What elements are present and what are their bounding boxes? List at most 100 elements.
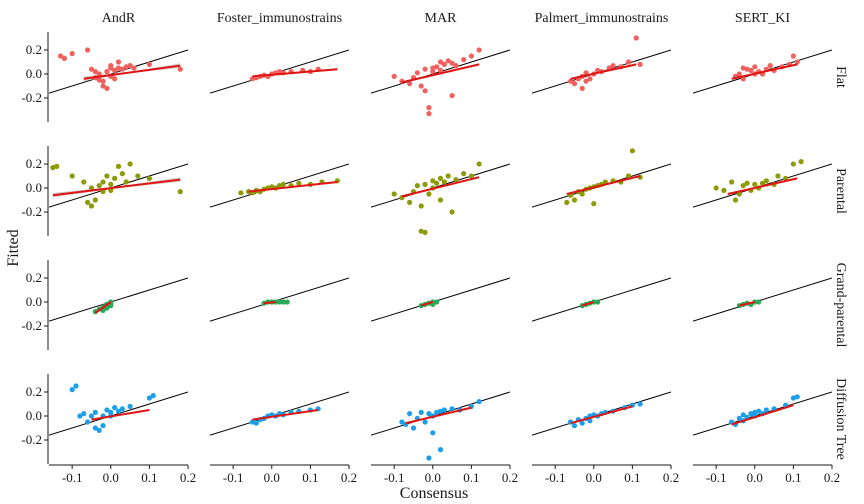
data-point [81, 179, 87, 185]
data-point [587, 76, 593, 82]
column-title-sert-ki: SERT_KI [735, 11, 790, 26]
fit-line [252, 68, 338, 78]
data-point [177, 66, 183, 72]
x-axes: -0.1 0.0 0.1 0.2 -0.1 0.0 0.1 0.2 -0.1 0.0 0.1 0.2 -… [49, 464, 840, 485]
x-tick-label: 0.1 [463, 470, 479, 485]
data-point [85, 419, 91, 425]
data-point [92, 197, 98, 203]
data-point [422, 66, 428, 72]
fit-line [248, 181, 338, 193]
x-tick-label: 0.2 [502, 470, 518, 485]
data-point [146, 175, 152, 181]
data-point [756, 299, 762, 305]
data-point [112, 175, 118, 181]
x-tick-label: 0.2 [341, 470, 357, 485]
data-point [92, 69, 98, 75]
data-point [441, 61, 447, 67]
data-point [571, 81, 578, 87]
data-point [449, 93, 455, 99]
reference-line [693, 277, 832, 322]
data-point [119, 406, 125, 412]
y-tick-label: -0.2 [21, 204, 42, 219]
data-point [88, 413, 95, 419]
data-point [583, 78, 589, 84]
data-point [571, 423, 578, 429]
data-point [177, 189, 183, 195]
data-point [422, 181, 428, 187]
data-point [629, 148, 635, 154]
data-point [625, 59, 632, 65]
data-point [476, 47, 482, 53]
data-point [430, 69, 436, 75]
data-point [280, 299, 286, 305]
data-point [57, 53, 64, 59]
panel-grid [49, 35, 832, 461]
y-tick-label: 0.0 [26, 180, 42, 195]
data-point [276, 299, 283, 305]
data-point [595, 299, 601, 305]
data-point [123, 179, 129, 185]
panel-flat-foster-immunostrains [210, 49, 349, 94]
data-point [112, 67, 118, 73]
data-point [69, 387, 75, 393]
panel-flat-andr [49, 47, 188, 94]
fit-line [731, 63, 798, 80]
data-point [119, 66, 125, 72]
fit-line [94, 301, 112, 314]
data-point [763, 407, 769, 413]
reference-line [371, 277, 510, 322]
x-tick-label: 0.2 [180, 470, 196, 485]
y-tick-label: 0.2 [26, 156, 42, 171]
y-tick-label: -0.2 [21, 318, 42, 333]
panel-flat-palmert-immunostrains [532, 35, 671, 94]
data-point [740, 183, 746, 189]
data-point [253, 420, 259, 426]
x-tick-label: -0.1 [223, 470, 244, 485]
x-tick-label: 0.1 [302, 470, 318, 485]
x-tick-label: 0.1 [624, 470, 640, 485]
data-point [625, 173, 632, 179]
panel-parental-sert-ki [693, 159, 832, 208]
y-tick-label: 0.0 [26, 294, 42, 309]
data-point [441, 179, 447, 185]
data-point [418, 203, 424, 209]
panel-diffusion-tree-foster-immunostrains [210, 391, 349, 436]
column-title-foster-immunostrains: Foster_immunostrains [217, 11, 342, 26]
data-point [407, 81, 413, 87]
data-point [77, 413, 83, 419]
data-point [591, 201, 597, 207]
data-point [583, 70, 589, 76]
data-point [445, 173, 451, 179]
data-point [108, 65, 114, 71]
x-tick-label: 0.0 [586, 470, 602, 485]
data-point [85, 199, 91, 205]
data-point [579, 85, 585, 91]
panel-parental-mar [371, 161, 510, 235]
data-point [798, 159, 804, 165]
data-point [410, 425, 417, 431]
reference-line [49, 163, 188, 208]
data-point [453, 177, 459, 183]
data-point [104, 407, 110, 413]
data-point [108, 409, 114, 415]
data-point [422, 229, 428, 235]
data-point [418, 409, 424, 415]
row-title-parental: Parental [833, 168, 848, 214]
data-point [763, 178, 769, 184]
data-point [100, 179, 106, 185]
data-point [449, 406, 455, 412]
panel-grand-parental-palmert-immunostrains [532, 277, 671, 322]
data-point [115, 163, 122, 169]
fit-line [83, 64, 181, 80]
data-point [131, 65, 137, 71]
data-point [740, 412, 746, 418]
data-point [426, 455, 432, 461]
data-point [461, 57, 467, 63]
data-point [767, 63, 773, 69]
data-point [744, 180, 750, 186]
y-axis-title: Fitted [5, 229, 22, 266]
data-point [146, 395, 152, 401]
data-point [127, 63, 133, 69]
data-point [422, 88, 428, 94]
